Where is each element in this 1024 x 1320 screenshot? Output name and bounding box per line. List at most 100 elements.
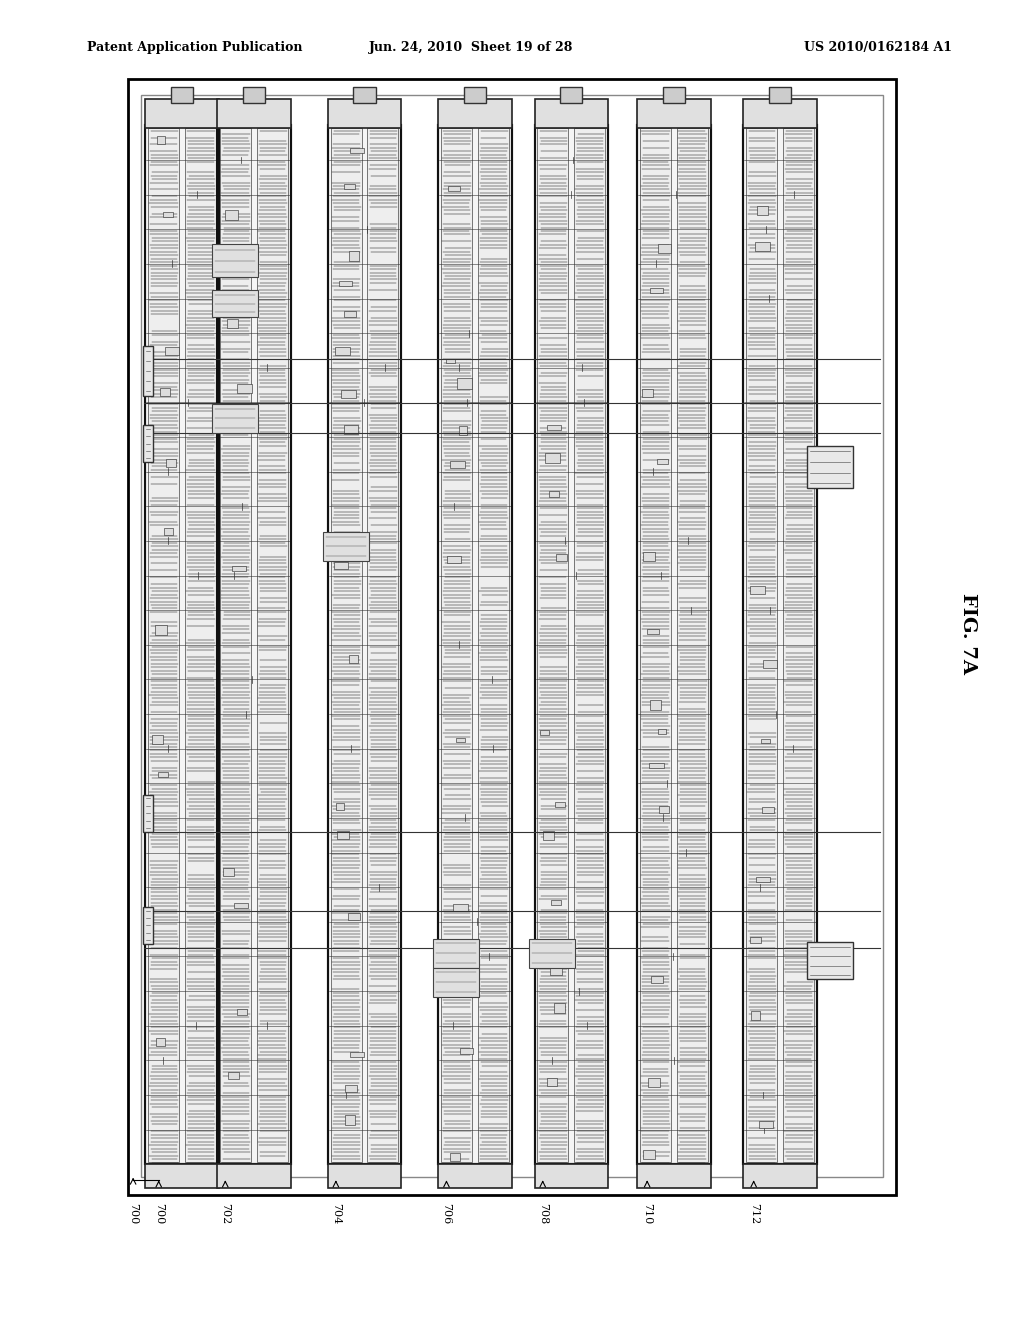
Bar [156,626,168,635]
Bar [433,939,479,968]
Bar [637,1164,711,1188]
Bar [756,876,770,882]
Bar [647,630,659,635]
Bar [212,244,258,277]
Bar [441,128,472,1162]
Bar [145,1164,219,1188]
Bar [555,803,565,807]
Bar [166,459,175,467]
Bar [574,128,605,1162]
Text: 700: 700 [154,1203,164,1224]
Bar [143,425,153,462]
Bar [229,247,244,252]
Bar [228,1072,239,1078]
Bar [446,359,456,363]
Bar [433,968,479,997]
Bar [331,128,361,1162]
Bar [650,288,664,293]
Bar [554,1003,565,1014]
Bar [349,148,365,153]
Bar [648,1078,659,1086]
Bar [743,1164,817,1188]
Bar [348,656,358,663]
Bar [447,186,461,191]
Bar [651,977,664,983]
Bar [217,125,291,1164]
Bar [446,556,461,562]
Bar [165,347,179,355]
Bar [328,1164,401,1188]
Bar [458,944,468,949]
Bar [217,125,291,1164]
Bar [650,700,660,710]
Bar [759,1121,773,1129]
Bar [328,125,401,1164]
Text: FIG. 7A: FIG. 7A [958,593,977,675]
Bar [643,553,654,561]
Bar [152,735,163,743]
Bar [538,128,568,1162]
Bar [743,99,817,128]
Bar [337,832,348,840]
Bar [642,389,653,397]
Bar [637,125,711,1164]
Bar [349,251,359,261]
Bar [783,128,814,1162]
Bar [143,346,153,396]
Bar [334,562,348,569]
Bar [763,807,773,813]
Bar [547,425,560,430]
Bar [233,903,248,908]
Bar [637,125,711,1164]
Bar [161,388,170,396]
Bar [225,210,239,219]
Bar [212,290,258,317]
Bar [341,389,356,397]
Bar [344,425,358,434]
Bar [556,554,566,561]
Bar [637,99,711,128]
Bar [128,79,896,1195]
Bar [344,183,355,189]
Bar [535,1164,608,1188]
Bar [750,586,765,594]
Bar [225,292,234,296]
Bar [459,426,467,436]
Bar [807,446,853,488]
Text: 706: 706 [441,1203,452,1224]
Bar [222,869,233,876]
Bar [217,99,291,128]
Bar [328,99,401,128]
Bar [643,1150,655,1159]
Bar [663,87,685,103]
Bar [677,128,708,1162]
Bar [368,128,398,1162]
Bar [243,87,265,103]
Bar [547,1078,557,1086]
Bar [438,125,512,1164]
Bar [545,453,560,463]
Bar [345,1085,357,1092]
Bar [649,763,664,768]
Bar [450,1152,460,1160]
Text: US 2010/0162184 A1: US 2010/0162184 A1 [804,41,952,54]
Bar [757,206,768,215]
Bar [658,807,669,813]
Bar [158,772,168,777]
Bar [145,125,219,1164]
Bar [328,125,401,1164]
Bar [323,532,369,561]
Bar [807,942,853,979]
Bar [450,462,465,467]
Bar [157,1038,166,1047]
Bar [457,379,472,388]
Bar [554,949,566,954]
Bar [238,384,252,393]
Bar [257,128,288,1162]
Bar [349,1052,365,1057]
Bar [456,738,465,742]
Bar [163,211,173,218]
Text: 700: 700 [128,1203,138,1224]
Bar [143,907,153,944]
Text: 712: 712 [749,1203,759,1224]
